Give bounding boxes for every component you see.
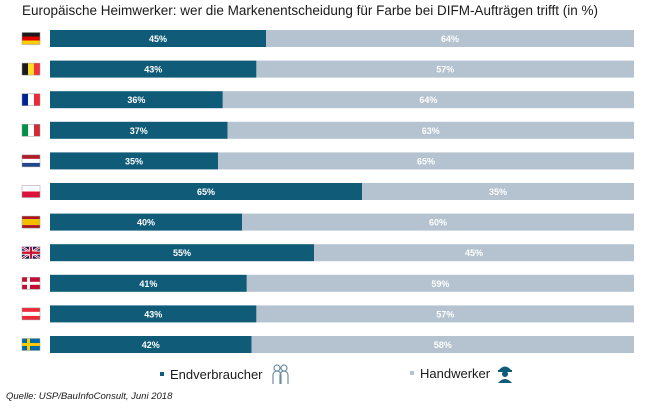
chart-title: Europäische Heimwerker: wer die Markenen… — [22, 3, 598, 18]
legend-item-handwerker: Handwerker — [410, 363, 514, 383]
bar-handwerker — [227, 121, 634, 139]
data-label-handwerker: 57% — [436, 65, 454, 75]
flag-belgium-icon — [21, 62, 41, 76]
bar-handwerker — [266, 30, 634, 47]
source-note: Quelle: USP/BauInfoConsult, Juni 2018 — [6, 391, 173, 402]
data-label-endverbraucher: 40% — [137, 218, 155, 228]
data-label-endverbraucher: 45% — [149, 34, 167, 44]
data-label-handwerker: 64% — [441, 34, 459, 44]
bar-handwerker — [218, 152, 634, 170]
bar-handwerker — [242, 213, 634, 231]
legend-label-endverbraucher: Endverbraucher — [170, 366, 263, 382]
data-label-handwerker: 57% — [436, 309, 454, 319]
flag-germany-icon — [21, 32, 41, 45]
legend-item-endverbraucher: Endverbraucher — [160, 363, 291, 385]
flag-italy-icon — [21, 124, 41, 137]
data-label-handwerker: 59% — [431, 279, 449, 289]
data-label-endverbraucher: 55% — [173, 248, 191, 258]
data-label-endverbraucher: 35% — [125, 156, 143, 166]
flag-united-kingdom-icon — [21, 245, 41, 260]
legend: Endverbraucher Handwerker — [160, 363, 580, 385]
bar-endverbraucher — [50, 274, 247, 292]
data-label-endverbraucher: 65% — [197, 187, 215, 197]
data-label-handwerker: 35% — [489, 187, 507, 197]
legend-label-handwerker: Handwerker — [420, 365, 491, 381]
data-label-handwerker: 45% — [465, 248, 483, 258]
bar-endverbraucher — [50, 121, 228, 139]
bar-handwerker — [246, 274, 635, 292]
bar-endverbraucher — [50, 152, 218, 170]
data-label-endverbraucher: 41% — [139, 279, 157, 289]
flag-netherlands-icon — [21, 154, 41, 168]
bar-handwerker — [314, 244, 634, 262]
legend-swatch-handwerker — [410, 371, 414, 375]
bar-endverbraucher — [50, 336, 252, 353]
legend-swatch-endverbraucher — [160, 372, 164, 376]
data-label-endverbraucher: 42% — [142, 340, 160, 350]
data-label-handwerker: 65% — [417, 156, 435, 166]
bar-endverbraucher — [50, 305, 257, 323]
stacked-bar-chart: 45% 64% 43% 57% 36% 64% 37% 63% 35% 65% 65% 35% 40% 6… — [21, 30, 635, 353]
bar-handwerker — [251, 336, 634, 353]
bar-endverbraucher — [50, 213, 242, 231]
flag-denmark-icon — [21, 277, 41, 290]
bar-handwerker — [222, 91, 635, 109]
data-label-endverbraucher: 37% — [130, 126, 148, 136]
craftsman-icon — [498, 366, 513, 383]
flag-spain-icon — [21, 215, 41, 229]
data-label-endverbraucher: 43% — [144, 309, 162, 319]
bar-endverbraucher — [50, 183, 362, 200]
bar-endverbraucher — [50, 30, 266, 47]
flag-france-icon — [21, 93, 41, 106]
data-label-endverbraucher: 36% — [127, 95, 145, 105]
data-label-handwerker: 58% — [434, 340, 452, 350]
bar-endverbraucher — [50, 91, 223, 109]
bar-endverbraucher — [50, 244, 314, 262]
data-label-handwerker: 60% — [429, 218, 447, 228]
data-label-handwerker: 64% — [419, 95, 437, 105]
consumers-icon — [271, 364, 289, 384]
flag-sweden-icon — [21, 338, 41, 351]
bar-handwerker — [256, 60, 634, 78]
bar-handwerker — [362, 183, 634, 200]
data-label-handwerker: 63% — [422, 126, 440, 136]
bar-endverbraucher — [50, 60, 257, 78]
flag-austria-icon — [21, 307, 41, 321]
bar-handwerker — [256, 305, 634, 323]
flag-poland-icon — [21, 185, 41, 198]
data-label-endverbraucher: 43% — [144, 65, 162, 75]
